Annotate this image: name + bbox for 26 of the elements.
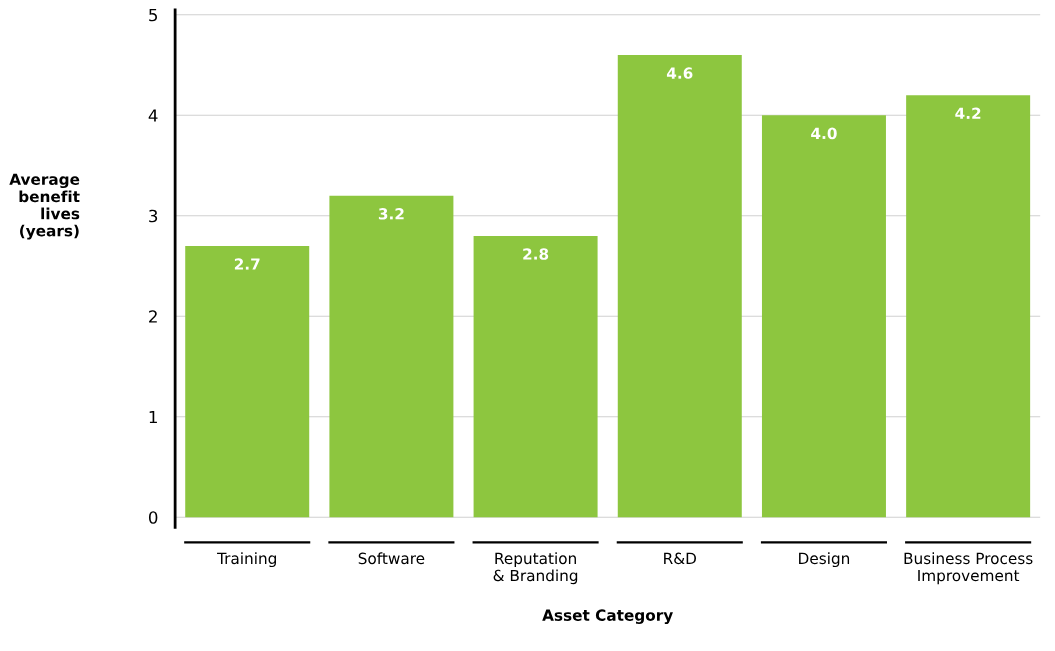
data-label: 3.2 [378,208,404,220]
bar [185,245,310,518]
x-tick-label: Training [217,552,276,568]
bar [906,95,1031,518]
y-axis-title: Average benefit lives (years) [9,173,80,240]
x-tick-label: Business Process Improvement [904,552,1033,585]
y-tick-label: 0 [148,511,158,524]
y-tick-label: 4 [148,109,158,122]
bar [761,115,886,518]
x-tick-label: Reputation & Branding [493,552,578,585]
y-tick-label: 5 [149,8,158,22]
x-tick-label: Software [358,552,425,565]
data-label: 2.8 [523,248,549,260]
y-tick-label: 1 [149,410,157,424]
bar [617,54,742,518]
data-label: 4.2 [955,107,981,119]
data-label: 2.7 [234,258,260,270]
bar [473,235,598,518]
y-tick-label: 3 [149,209,158,223]
data-label: 4.0 [811,127,837,140]
x-tick-label: R&D [664,552,697,565]
x-axis-title: Asset Category [542,609,673,624]
y-tick-label: 2 [149,310,157,323]
x-tick-label: Design [799,552,850,568]
data-label: 4.6 [666,67,693,79]
bar [329,195,454,518]
